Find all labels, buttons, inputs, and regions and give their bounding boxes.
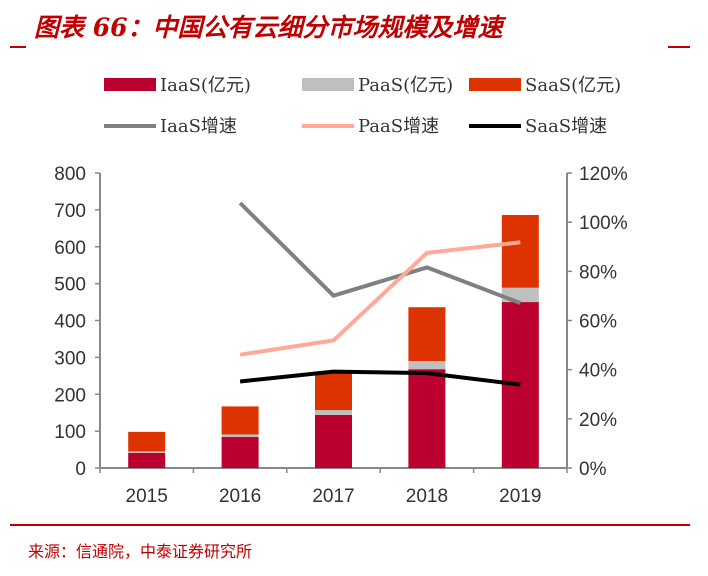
left-tick-label: 300 — [54, 348, 86, 369]
left-tick-label: 0 — [75, 459, 86, 480]
legend-swatch — [302, 78, 354, 91]
bar-saas — [315, 371, 352, 411]
left-tick-label: 200 — [54, 385, 86, 406]
bar-iaas — [128, 452, 166, 468]
left-tick-label: 400 — [54, 312, 86, 333]
bar-iaas — [221, 437, 259, 468]
legend-swatch — [104, 78, 156, 91]
legend-label: IaaS(亿元) — [160, 75, 251, 96]
bar-saas — [128, 431, 166, 452]
left-tick-label: 700 — [54, 201, 86, 222]
legend-label: IaaS增速 — [160, 116, 237, 137]
line-SaaS增速 — [239, 369, 521, 387]
bar-paas — [408, 361, 446, 370]
line-IaaS增速 — [238, 201, 522, 305]
right-tick-label: 100% — [579, 213, 628, 234]
bar-iaas — [408, 369, 446, 468]
x-tick-label: 2019 — [499, 486, 541, 507]
x-tick-label: 2017 — [312, 486, 354, 507]
legend-label: PaaS(亿元) — [358, 75, 453, 96]
x-tick-label: 2016 — [219, 486, 261, 507]
title-rule-left — [10, 46, 26, 48]
bar-saas — [221, 406, 259, 435]
legend-label: PaaS增速 — [358, 116, 439, 137]
line-PaaS增速 — [239, 240, 521, 357]
right-tick-label: 20% — [579, 410, 617, 431]
legend-swatch — [469, 78, 521, 91]
bar-saas — [501, 215, 539, 288]
source-rule — [10, 524, 690, 526]
left-tick-label: 100 — [54, 422, 86, 443]
left-tick-label: 500 — [54, 275, 86, 296]
bar-saas — [408, 307, 446, 362]
bar-paas — [315, 410, 352, 415]
x-tick-label: 2015 — [126, 486, 168, 507]
left-tick-label: 800 — [54, 164, 86, 185]
legend-label: SaaS(亿元) — [525, 75, 621, 96]
left-tick-label: 600 — [54, 238, 86, 259]
title-rule-right — [668, 46, 690, 48]
bar-paas — [128, 451, 166, 453]
x-tick-label: 2018 — [406, 486, 448, 507]
source-note: 来源：信通院，中泰证券研究所 — [28, 542, 253, 561]
bar-paas — [221, 434, 259, 438]
right-tick-label: 0% — [579, 459, 607, 480]
legend-label: SaaS增速 — [525, 116, 607, 137]
figure-title: 图表 66：中国公有云细分市场规模及增速 — [34, 13, 503, 42]
right-tick-label: 120% — [579, 164, 628, 185]
bar-iaas — [315, 414, 352, 468]
right-tick-label: 40% — [579, 361, 617, 382]
right-tick-label: 80% — [579, 262, 617, 283]
right-tick-label: 60% — [579, 312, 617, 333]
